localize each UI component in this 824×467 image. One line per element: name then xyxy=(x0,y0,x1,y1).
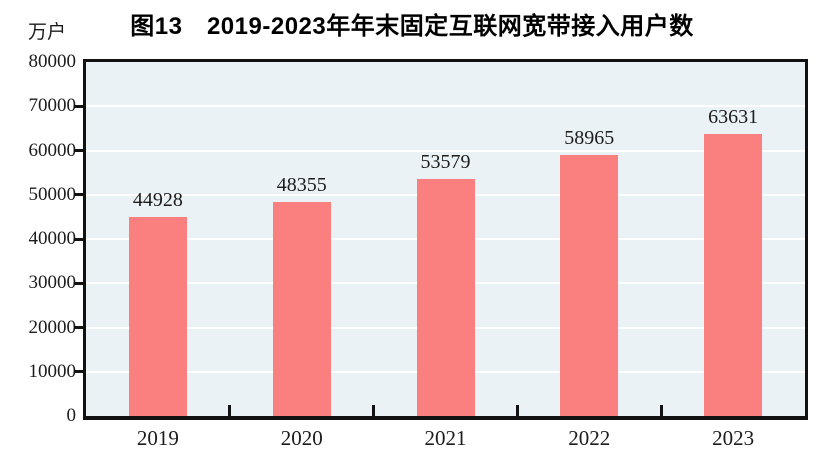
x-axis-label-2019: 2019 xyxy=(136,426,179,450)
bar-value-label: 44928 xyxy=(132,189,183,212)
y-axis-tick-mark xyxy=(74,326,83,329)
bar-value-label: 53579 xyxy=(420,150,471,173)
y-axis-tick-label: 20000 xyxy=(28,316,77,338)
y-axis-tick-label: 70000 xyxy=(28,95,77,117)
x-axis-label-2020: 2020 xyxy=(280,426,323,450)
x-axis-tick-mark xyxy=(515,405,519,416)
y-axis-tick-mark xyxy=(74,149,83,152)
bar-value-label: 63631 xyxy=(708,106,759,129)
x-axis-tick-mark xyxy=(372,405,376,416)
bar-value-label: 48355 xyxy=(276,174,327,197)
bar-2020 xyxy=(272,202,331,416)
bar-value-label: 58965 xyxy=(564,127,615,150)
x-axis-label-2022: 2022 xyxy=(568,426,611,450)
y-axis-tick-mark xyxy=(74,281,83,285)
bar-2023 xyxy=(704,134,763,416)
x-axis-tick-mark xyxy=(228,405,232,416)
y-axis-tick-label: 80000 xyxy=(28,51,77,72)
y-axis-tick-label: 30000 xyxy=(28,272,77,294)
y-axis-unit-label: 万户 xyxy=(28,22,67,43)
x-axis-label-2023: 2023 xyxy=(712,426,755,450)
gridline xyxy=(86,149,805,152)
y-axis-tick-mark xyxy=(74,370,83,374)
y-axis-tick-label: 60000 xyxy=(28,139,77,161)
y-axis-tick-label: 40000 xyxy=(28,228,77,249)
gridline xyxy=(86,105,805,108)
bar-2022 xyxy=(560,155,619,416)
x-axis-tick-mark xyxy=(659,405,663,416)
plot-area: 44928 48355 53579 58965 63631 xyxy=(83,59,808,420)
y-axis-tick-mark xyxy=(74,193,83,197)
bar-2019 xyxy=(128,217,187,416)
y-axis-tick-mark xyxy=(74,104,83,108)
y-axis-tick-mark xyxy=(74,237,83,241)
y-axis-tick-label: 0 xyxy=(66,405,77,426)
chart-title: 图13 2019-2023年年末固定互联网宽带接入用户数 xyxy=(130,13,694,40)
bar-2021 xyxy=(416,178,475,416)
y-axis-tick-label: 50000 xyxy=(28,183,77,205)
y-axis-tick-label: 10000 xyxy=(28,360,77,382)
x-axis-label-2021: 2021 xyxy=(424,426,467,450)
